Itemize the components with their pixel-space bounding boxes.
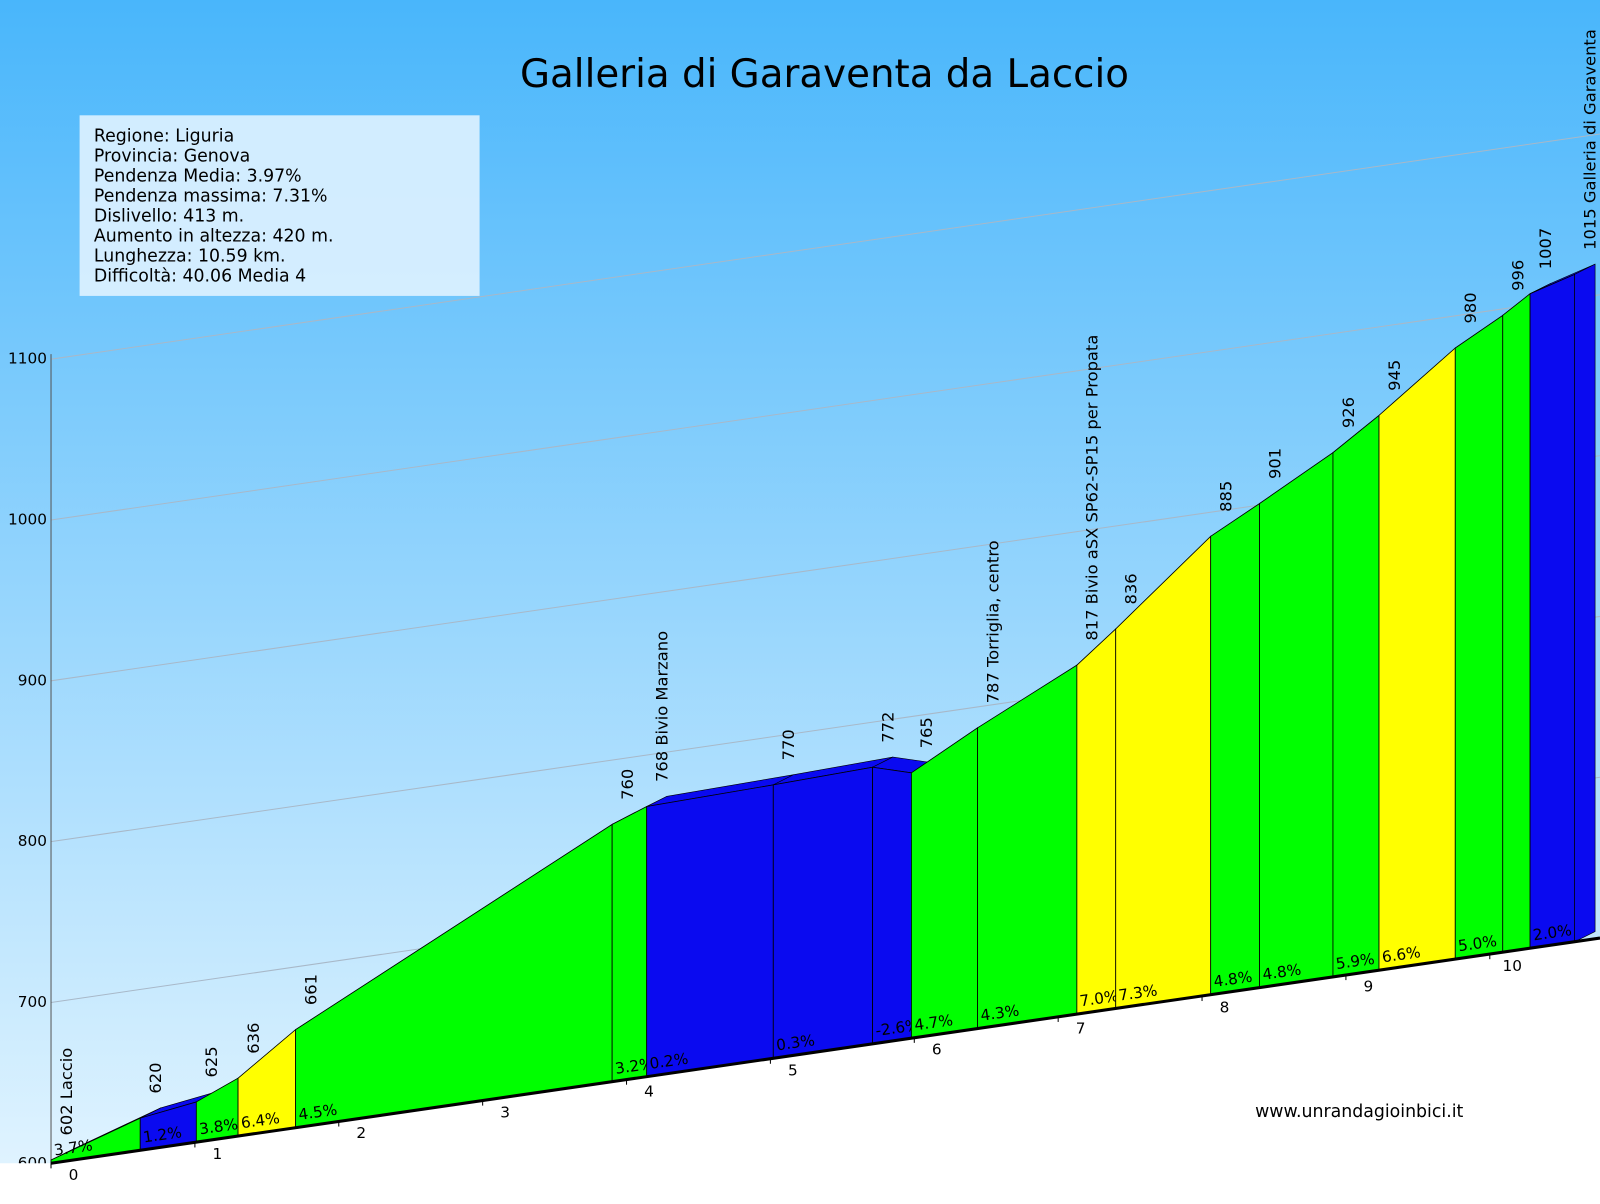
profile-segment — [611, 805, 648, 1083]
grade-label: 6.4% — [240, 1109, 281, 1132]
point-label: 772 — [878, 712, 897, 743]
chart-title: Galleria di Garaventa da Laccio — [520, 52, 1129, 97]
point-label: 885 — [1216, 481, 1235, 512]
profile-segment — [646, 784, 774, 1078]
grade-label: 4.7% — [913, 1011, 954, 1034]
grade-label: 7.3% — [1117, 981, 1158, 1004]
info-line: Dislivello: 413 m. — [94, 207, 244, 227]
grade-label: 0.2% — [648, 1050, 689, 1073]
info-line: Lunghezza: 10.59 km. — [94, 247, 286, 267]
point-label: 602 Laccio — [57, 1048, 76, 1136]
x-tick-label: 10 — [1503, 957, 1522, 975]
info-line: Pendenza massima: 7.31% — [94, 187, 328, 207]
y-tick-label: 900 — [18, 671, 47, 689]
profile-segment — [1502, 292, 1531, 953]
point-label: 836 — [1122, 573, 1141, 604]
plot: 3.7%1.2% 3.8% 6.4% 4.5%3.2%0.2%0.3%-2.6%4.7… — [0, 29, 1600, 1200]
ground — [0, 938, 1600, 1200]
x-tick-label: 4 — [644, 1082, 654, 1100]
x-tick-label: 0 — [69, 1166, 79, 1184]
point-label: 901 — [1265, 448, 1284, 479]
x-tick-label: 6 — [932, 1041, 942, 1059]
info-line: Regione: Liguria — [94, 127, 234, 147]
profile-segment — [1454, 314, 1504, 960]
profile-segment — [1529, 273, 1576, 949]
info-line: Provincia: Genova — [94, 147, 250, 167]
point-label: 787 Torriglia, centro — [983, 540, 1002, 703]
profile-segment — [872, 766, 912, 1045]
x-tick-label: 8 — [1220, 999, 1230, 1017]
profile-segment — [1332, 414, 1380, 978]
profile-segment — [772, 766, 873, 1059]
point-label: 980 — [1461, 292, 1480, 323]
point-label: 661 — [301, 974, 320, 1005]
profile-segment — [910, 727, 978, 1039]
point-label: 625 — [202, 1046, 221, 1077]
point-label: 760 — [618, 769, 637, 800]
info-line: Difficoltà: 40.06 Media 4 — [94, 267, 306, 287]
profile-segment — [1378, 347, 1456, 971]
grid-line — [50, 294, 1600, 521]
y-tick-label: 800 — [18, 832, 47, 850]
x-tick-label: 1 — [212, 1145, 222, 1163]
x-tick-label: 7 — [1076, 1020, 1086, 1038]
grade-label: 1.2% — [142, 1123, 183, 1146]
profile-segment — [1259, 451, 1334, 989]
x-tick-label: 2 — [356, 1124, 366, 1142]
point-label: 945 — [1385, 360, 1404, 391]
point-label: 620 — [146, 1063, 165, 1094]
grade-label: 6.6% — [1381, 943, 1422, 966]
info-line: Pendenza Media: 3.97% — [94, 167, 302, 187]
grade-label: 3.7% — [53, 1136, 94, 1159]
info-box — [79, 115, 480, 296]
baseline — [50, 936, 1600, 1165]
grade-label: 4.5% — [297, 1101, 338, 1124]
x-tick-label: 5 — [788, 1061, 798, 1079]
profile-segment — [1210, 502, 1261, 996]
point-label: 817 Bivio aSX SP62-SP15 per Propata — [1083, 335, 1102, 641]
grade-label: 0.3% — [775, 1031, 816, 1054]
grade-label: 4.8% — [1212, 968, 1253, 991]
point-label: 770 — [779, 729, 798, 760]
grade-label: 5.0% — [1457, 932, 1498, 955]
point-label: 926 — [1339, 397, 1358, 428]
x-tick-label: 3 — [500, 1103, 510, 1121]
y-tick-label: 1000 — [8, 511, 47, 529]
grade-label: 7.0% — [1079, 987, 1120, 1010]
info-line: Aumento in altezza: 420 m. — [94, 227, 334, 247]
footer: www.unrandagioinbici.it — [1255, 1102, 1463, 1122]
grade-label: 5.9% — [1335, 950, 1376, 973]
grade-label: 3.2% — [614, 1055, 655, 1078]
point-label: 765 — [917, 717, 936, 748]
point-label: 768 Bivio Marzano — [652, 631, 671, 782]
point-label: 636 — [244, 1023, 263, 1054]
grade-label: 3.8% — [198, 1115, 239, 1138]
point-label: 1007 — [1536, 228, 1555, 270]
grade-label: 4.8% — [1261, 960, 1302, 983]
grid-line — [50, 133, 1600, 360]
y-tick-label: 1100 — [8, 350, 47, 368]
profile-end — [1574, 263, 1596, 943]
point-label: 1015 Galleria di Garaventa — [1581, 29, 1600, 250]
y-tick-label: 700 — [18, 993, 47, 1011]
x-tick-label: 9 — [1364, 978, 1374, 996]
profile-segment — [1076, 628, 1117, 1015]
point-label: 996 — [1509, 260, 1528, 291]
grade-label: 4.3% — [979, 1001, 1020, 1024]
profile-segment — [977, 664, 1078, 1030]
grade-label: 2.0% — [1532, 921, 1573, 944]
